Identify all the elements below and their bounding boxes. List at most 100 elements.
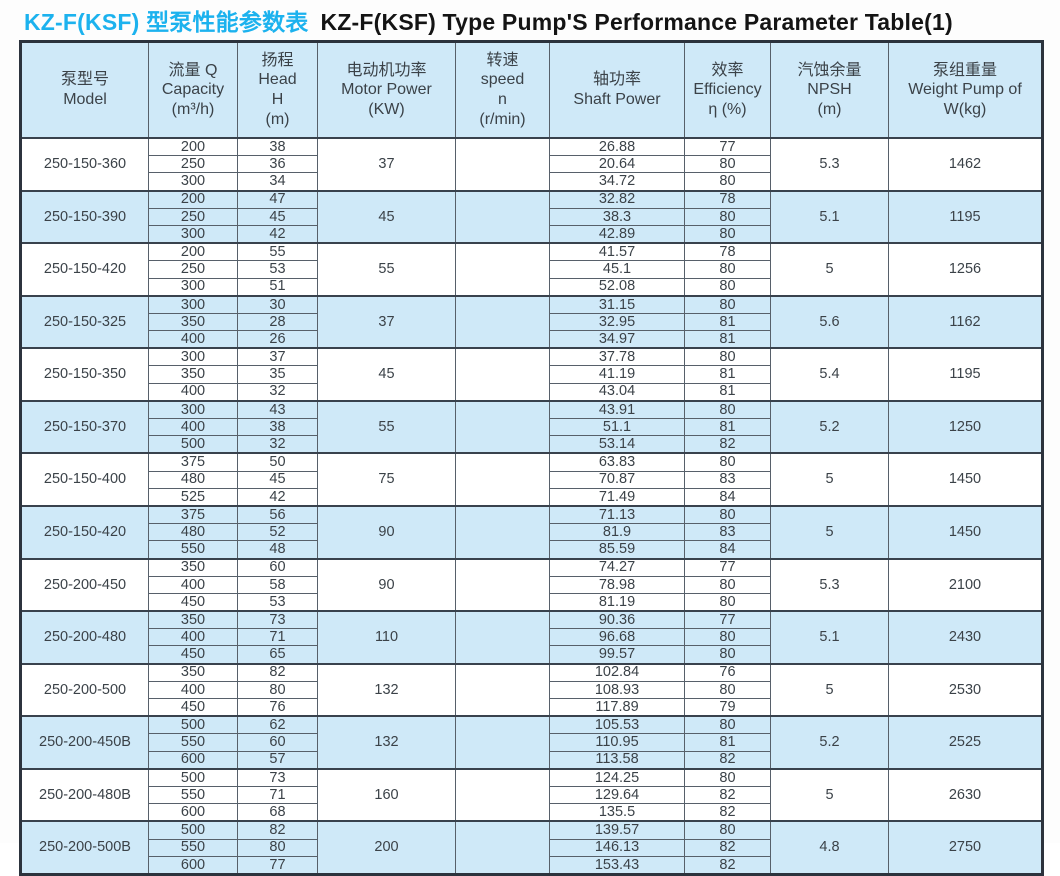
col-header-head: 扬程 Head H (m): [237, 41, 318, 139]
pump-row: 250-200-500B 500 82 200 139.57 80 4.8 2750: [20, 820, 1043, 875]
pump-row: 250 45 38.3 80: [21, 207, 1043, 226]
cell-efficiency: 81: [684, 312, 771, 332]
cell-npsh: 5: [770, 242, 889, 297]
cell-head: 62: [237, 715, 318, 735]
cell-shaft-power: 34.97: [549, 330, 685, 349]
cell-efficiency: 80: [684, 592, 771, 612]
cell-capacity: 250: [148, 207, 238, 226]
cell-capacity: 250: [148, 260, 238, 279]
cell-shaft-power: 85.59: [549, 540, 685, 559]
pump-row: 250-150-325 300 30 37 31.15 80 5.6 1162: [20, 294, 1043, 349]
pump-row: 400 26 34.97 81: [21, 330, 1043, 349]
cell-shaft-power: 32.95: [549, 312, 685, 332]
cell-shaft-power: 34.72: [549, 172, 685, 192]
cell-speed: [455, 294, 550, 349]
cell-capacity: 375: [148, 504, 238, 525]
pump-row: 250-200-450 350 60 90 74.27 77 5.3 2100: [20, 557, 1043, 612]
cell-efficiency: 80: [684, 277, 771, 297]
pump-row: 450 76 117.89 79: [21, 698, 1043, 717]
cell-speed: [455, 662, 550, 717]
cell-shaft-power: 124.25: [549, 767, 685, 787]
cell-capacity: 500: [148, 435, 238, 454]
cell-head: 38: [237, 137, 318, 157]
cell-capacity: 500: [148, 767, 238, 787]
cell-motor-power: 132: [317, 715, 456, 770]
cell-motor-power: 45: [317, 347, 456, 402]
cell-weight: 1162: [888, 294, 1043, 349]
cell-capacity: 350: [148, 365, 238, 384]
pump-row: 350 28 32.95 81: [21, 312, 1043, 332]
pump-row: 600 57 113.58 82: [21, 750, 1043, 770]
pump-performance-table: 泵型号 Model 流量 Q Capacity (m³/h) 扬程 Head H (m) 电动机功…: [19, 40, 1044, 876]
cell-efficiency: 82: [684, 750, 771, 770]
cell-efficiency: 80: [684, 399, 771, 419]
cell-capacity: 400: [148, 417, 238, 437]
cell-capacity: 400: [148, 382, 238, 402]
cell-speed: [455, 767, 550, 822]
cell-efficiency: 81: [684, 382, 771, 402]
cell-motor-power: 110: [317, 610, 456, 665]
cell-model: 250-150-360: [20, 137, 149, 192]
cell-head: 53: [237, 260, 318, 279]
cell-capacity: 350: [148, 610, 238, 630]
cell-capacity: 400: [148, 680, 238, 700]
cell-shaft-power: 41.19: [549, 365, 685, 384]
cell-shaft-power: 70.87: [549, 470, 685, 489]
cell-motor-power: 200: [317, 820, 456, 875]
pump-row: 250 36 20.64 80: [21, 155, 1043, 174]
cell-head: 45: [237, 470, 318, 489]
pump-row: 450 65 99.57 80: [21, 645, 1043, 665]
table-header-row: 泵型号 Model 流量 Q Capacity (m³/h) 扬程 Head H (m) 电动机功…: [20, 41, 1043, 139]
cell-shaft-power: 38.3: [549, 207, 685, 226]
cell-efficiency: 81: [684, 733, 771, 752]
cell-capacity: 300: [148, 224, 238, 244]
pump-row: 400 38 51.1 81: [21, 417, 1043, 437]
cell-motor-power: 90: [317, 557, 456, 612]
cell-head: 71: [237, 628, 318, 647]
cell-shaft-power: 43.91: [549, 399, 685, 419]
cell-capacity: 525: [148, 487, 238, 507]
cell-efficiency: 82: [684, 838, 771, 857]
cell-head: 60: [237, 733, 318, 752]
cell-motor-power: 55: [317, 399, 456, 454]
cell-efficiency: 80: [684, 575, 771, 594]
cell-efficiency: 80: [684, 628, 771, 647]
pump-row: 250 53 45.1 80: [21, 260, 1043, 279]
cell-npsh: 5: [770, 767, 889, 822]
cell-efficiency: 77: [684, 610, 771, 630]
cell-model: 250-200-500B: [20, 820, 149, 875]
cell-motor-power: 37: [317, 137, 456, 192]
cell-head: 35: [237, 365, 318, 384]
cell-speed: [455, 452, 550, 507]
cell-efficiency: 80: [684, 715, 771, 735]
cell-head: 52: [237, 523, 318, 542]
cell-efficiency: 80: [684, 680, 771, 700]
cell-npsh: 5.6: [770, 294, 889, 349]
cell-speed: [455, 610, 550, 665]
cell-head: 43: [237, 399, 318, 419]
cell-head: 77: [237, 855, 318, 875]
cell-shaft-power: 71.13: [549, 504, 685, 525]
cell-head: 65: [237, 645, 318, 665]
pump-row: 250-150-420 375 56 90 71.13 80 5 1450: [20, 504, 1043, 559]
cell-capacity: 400: [148, 575, 238, 594]
cell-npsh: 4.8: [770, 820, 889, 875]
cell-shaft-power: 96.68: [549, 628, 685, 647]
cell-capacity: 450: [148, 698, 238, 717]
cell-motor-power: 90: [317, 504, 456, 559]
cell-shaft-power: 32.82: [549, 189, 685, 209]
cell-capacity: 350: [148, 662, 238, 682]
cell-head: 37: [237, 347, 318, 367]
cell-motor-power: 55: [317, 242, 456, 297]
cell-efficiency: 78: [684, 189, 771, 209]
cell-head: 30: [237, 294, 318, 314]
cell-shaft-power: 20.64: [549, 155, 685, 174]
cell-capacity: 350: [148, 312, 238, 332]
cell-capacity: 200: [148, 137, 238, 157]
cell-speed: [455, 557, 550, 612]
cell-head: 53: [237, 592, 318, 612]
pump-row: 300 51 52.08 80: [21, 277, 1043, 297]
cell-weight: 1250: [888, 399, 1043, 454]
cell-shaft-power: 135.5: [549, 803, 685, 822]
col-header-shaft: 轴功率 Shaft Power: [549, 41, 685, 139]
